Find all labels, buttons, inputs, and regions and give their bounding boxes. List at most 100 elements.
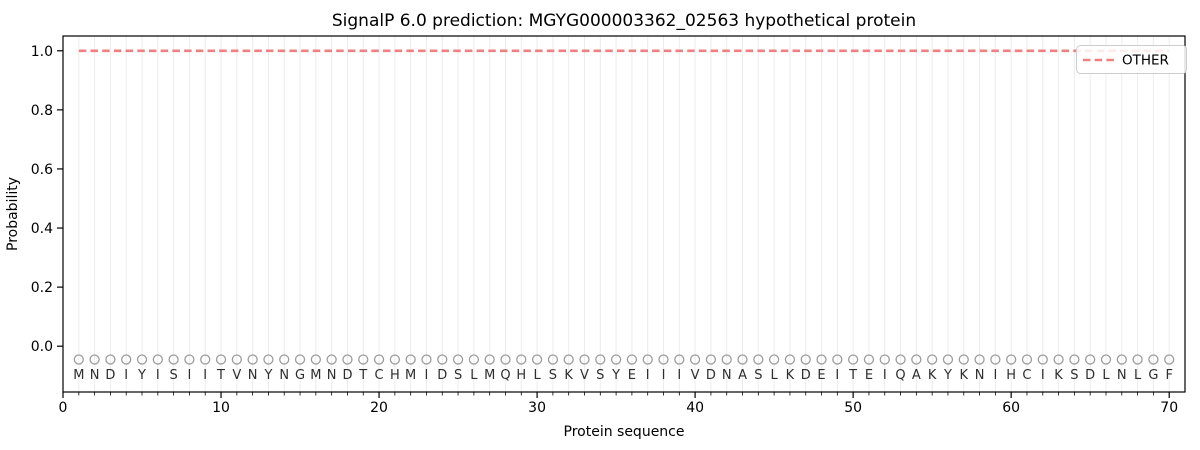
residue-marker	[689, 354, 701, 365]
residue-marker	[626, 354, 638, 365]
x-axis-label: Protein sequence	[564, 424, 685, 440]
residue-marker	[942, 354, 954, 365]
residue-marker	[816, 354, 827, 365]
residue-marker	[310, 354, 321, 365]
y-axis-label: Probability	[5, 177, 21, 251]
residue-marker	[768, 354, 780, 365]
residue-letter: D	[1085, 368, 1095, 383]
y-tick-label: 0.4	[31, 221, 53, 237]
residue-marker	[642, 354, 653, 365]
residue-marker	[294, 354, 306, 365]
residue-letter: N	[248, 368, 258, 383]
residue-letter: Q	[895, 368, 905, 383]
residue-marker	[737, 354, 748, 365]
residue-letter: I	[646, 368, 650, 383]
residue-letter: L	[771, 368, 779, 383]
residue-letter: I	[1041, 368, 1045, 383]
chart-title: SignalP 6.0 prediction: MGYG000003362_02…	[332, 11, 916, 31]
x-tick-label: 50	[844, 400, 862, 416]
residue-letter: S	[596, 368, 604, 383]
legend-label: OTHER	[1122, 53, 1169, 69]
residue-marker	[832, 354, 843, 365]
residue-letter: M	[310, 368, 321, 383]
residue-letter: V	[580, 368, 589, 383]
residue-letter: S	[1070, 368, 1078, 383]
x-tick-label: 40	[686, 400, 704, 416]
residue-letter: H	[1006, 368, 1016, 383]
residue-marker	[895, 354, 906, 365]
residue-marker	[373, 354, 385, 365]
residue-letter: I	[203, 368, 207, 383]
residue-letter: G	[1148, 368, 1158, 383]
residue-marker	[705, 354, 717, 365]
residue-marker	[73, 354, 84, 365]
y-tick-label: 0.8	[31, 103, 53, 119]
residue-marker	[215, 354, 227, 365]
residue-marker	[800, 354, 811, 365]
residue-marker	[1132, 354, 1143, 365]
residue-marker	[990, 354, 1001, 365]
residue-letter: S	[169, 368, 177, 383]
residue-letter: Y	[137, 368, 146, 383]
residue-marker	[184, 354, 195, 365]
residue-letter: L	[533, 368, 541, 383]
residue-marker	[105, 354, 116, 365]
residue-marker	[753, 354, 764, 365]
residue-letter: Y	[611, 368, 620, 383]
residue-letter: D	[706, 368, 716, 383]
residue-marker	[1006, 354, 1017, 365]
residue-marker	[121, 354, 132, 365]
residue-marker	[863, 354, 875, 365]
residue-letter: I	[124, 368, 128, 383]
residue-letter: S	[549, 368, 557, 383]
residue-marker	[547, 354, 559, 365]
residue-letter: D	[437, 368, 447, 383]
residue-letter: D	[342, 368, 352, 383]
residue-letter: Q	[500, 368, 510, 383]
legend-box	[1076, 45, 1187, 74]
residue-marker	[658, 354, 669, 365]
residue-marker	[279, 354, 290, 365]
residue-marker	[847, 354, 859, 365]
residue-letter: K	[959, 368, 968, 383]
residue-letter: D	[105, 368, 115, 383]
residue-letter: A	[738, 368, 747, 383]
residue-marker	[1100, 354, 1112, 365]
y-tick-label: 1.0	[31, 44, 53, 60]
residue-marker	[421, 354, 432, 365]
residue-letter: M	[405, 368, 416, 383]
residue-letter: K	[564, 368, 573, 383]
residue-letter: E	[817, 368, 825, 383]
residue-marker	[610, 354, 622, 365]
residue-marker	[263, 354, 274, 365]
x-tick-label: 30	[528, 400, 546, 416]
residue-marker	[595, 354, 606, 365]
residue-letter: Y	[943, 368, 952, 383]
residue-marker	[405, 354, 416, 365]
grid-layer	[78, 36, 1170, 392]
x-tick-label: 60	[1002, 400, 1020, 416]
residue-marker	[389, 354, 401, 365]
residue-letter: L	[1102, 368, 1110, 383]
residue-marker	[484, 354, 495, 365]
residue-marker	[516, 354, 527, 365]
residue-marker	[531, 354, 543, 365]
residue-marker	[247, 354, 258, 365]
residue-letter: I	[425, 368, 429, 383]
residue-marker	[721, 354, 732, 365]
residue-marker	[911, 354, 922, 365]
residue-letter: K	[1054, 368, 1063, 383]
residue-marker	[326, 354, 337, 365]
residue-letter: F	[1165, 368, 1172, 383]
residue-letter: I	[677, 368, 681, 383]
residue-letter: C	[375, 368, 384, 383]
residue-letter: N	[1117, 368, 1127, 383]
plot-border	[62, 35, 1186, 393]
residue-marker	[879, 354, 890, 365]
residue-marker	[500, 354, 511, 365]
residue-letter: E	[628, 368, 636, 383]
residue-letter: S	[754, 368, 762, 383]
residue-marker	[674, 354, 685, 365]
residue-marker	[437, 354, 448, 365]
